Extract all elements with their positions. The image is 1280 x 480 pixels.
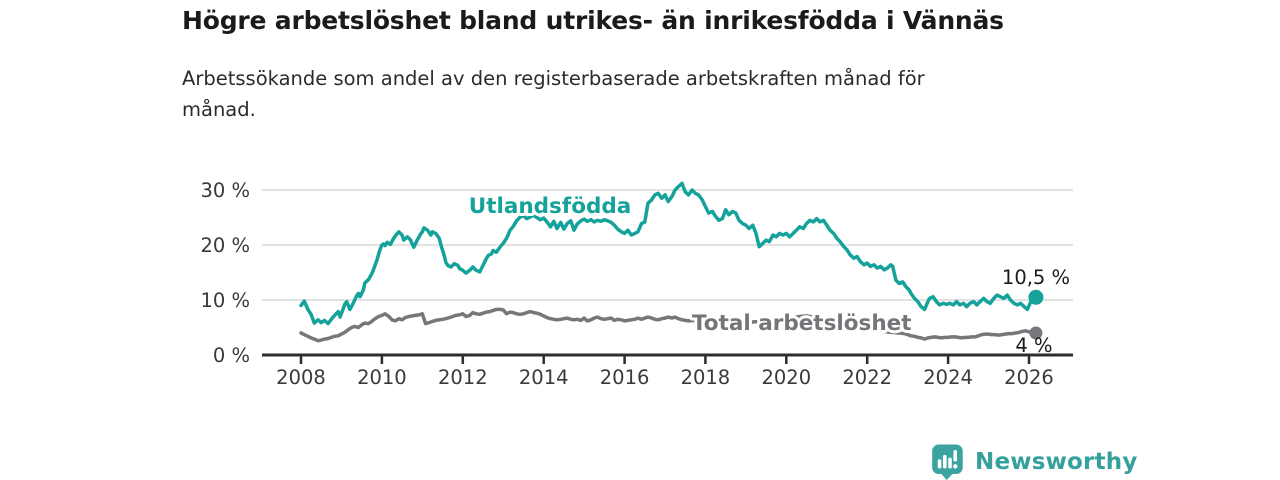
series-line-utlandsfodda: [299, 181, 1038, 326]
series-end-value-label-total-arbetsloshet: 4 %: [1015, 334, 1052, 357]
series-end-dot-total-arbetsloshet: [1029, 326, 1043, 340]
x-axis-tick-label: 2018: [681, 366, 731, 389]
x-axis-tick-label: 2008: [276, 366, 326, 389]
x-axis-tick-label: 2014: [519, 366, 569, 389]
x-axis-tick-label: 2022: [842, 366, 892, 389]
newsworthy-logo: Newsworthy: [931, 444, 1138, 480]
subtitle-line-2: månad.: [182, 98, 256, 122]
x-axis-tick-label: 2012: [438, 366, 488, 389]
series-label-utlandsfodda: Utlandsfödda: [469, 194, 632, 219]
series-end-dot-utlandsfodda: [1028, 289, 1044, 305]
series-line-total-arbetsloshet: [299, 307, 1038, 343]
x-axis-tick-label: 2016: [600, 366, 650, 389]
y-axis-tick-label: 10 %: [200, 289, 250, 312]
series-label-total-arbetsloshet: Total arbetslöshet: [692, 311, 911, 336]
subtitle-line-1: Arbetssökande som andel av den registerb…: [182, 67, 925, 90]
x-axis-tick-label: 2020: [761, 366, 811, 389]
chart-subtitle: Arbetssökande som andel av den registerb…: [182, 63, 925, 125]
y-axis-tick-label: 20 %: [200, 234, 250, 257]
series-end-value-label-utlandsfodda: 10,5 %: [1002, 266, 1070, 289]
x-axis-tick-label: 2024: [923, 366, 973, 389]
chart-title: Högre arbetslöshet bland utrikes- än inr…: [182, 6, 1004, 35]
x-axis-tick-label: 2026: [1004, 366, 1054, 389]
y-axis-tick-label: 30 %: [200, 179, 250, 202]
newsworthy-logo-icon: [932, 444, 963, 480]
x-axis-tick-label: 2010: [357, 366, 407, 389]
y-axis-tick-label: 0 %: [213, 344, 250, 367]
newsworthy-wordmark: Newsworthy: [975, 449, 1138, 475]
